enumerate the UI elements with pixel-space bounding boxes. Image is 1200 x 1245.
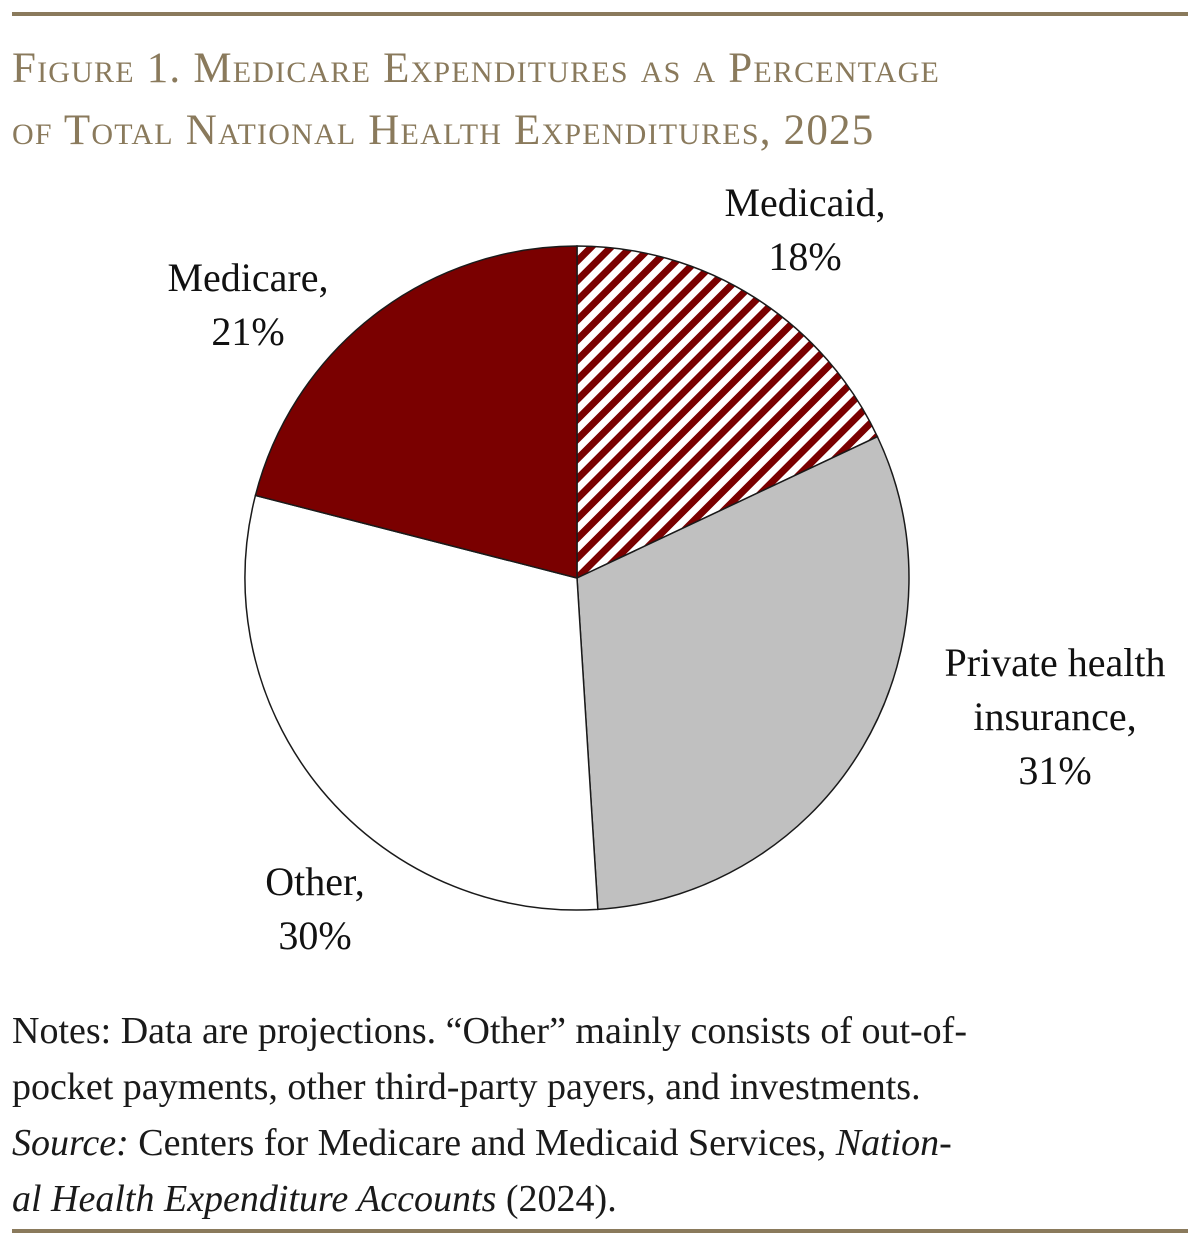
slice-label-line: Private health <box>944 640 1165 685</box>
pie-slice-other <box>244 494 599 911</box>
notes-line-1: Notes: Data are projections. “Other” mai… <box>12 1010 967 1052</box>
slice-label-line: 18% <box>768 234 841 279</box>
notes-line-2: pocket payments, other third-party payer… <box>12 1066 921 1108</box>
slice-label-line: 30% <box>278 913 351 958</box>
pie-labels: Medicaid, 18% Private health insurance, 31% O… <box>167 180 1165 958</box>
pie-chart: Medicaid, 18% Private health insurance, 31% O… <box>167 180 1165 958</box>
pie-slices <box>244 245 910 911</box>
source-line-1: Source: Centers for Medicare and Medicai… <box>12 1115 1188 1171</box>
chart-title-line-2: of Total National Health Expenditures, 2… <box>12 107 875 154</box>
slice-label-other: Other, 30% <box>265 859 364 958</box>
pie-slice-medicare <box>254 245 578 579</box>
slice-label-line: 31% <box>1018 748 1091 793</box>
source-label: Source: <box>12 1122 129 1164</box>
slice-label-line: Medicaid, <box>724 180 885 225</box>
slice-label-line: insurance, <box>973 694 1136 739</box>
chart-title-line-1: Figure 1. Medicare Expenditures as a Per… <box>12 45 941 92</box>
source-line-2: al Health Expenditure Accounts (2024). <box>12 1171 1188 1227</box>
slice-label-medicare: Medicare, 21% <box>167 255 328 354</box>
source-title-part-1: Nation- <box>835 1122 952 1164</box>
pie-slice-private <box>576 435 910 911</box>
source-text: Centers for Medicare and Medicaid Servic… <box>128 1122 836 1164</box>
source-title-part-2: al Health Expenditure Accounts <box>12 1178 497 1220</box>
bottom-rule <box>12 1229 1188 1233</box>
source-year: (2024). <box>496 1178 617 1220</box>
chart-title: Figure 1. Medicare Expenditures as a Per… <box>12 38 1188 162</box>
slice-label-line: 21% <box>211 309 284 354</box>
notes-block: Notes: Data are projections. “Other” mai… <box>12 1003 1188 1227</box>
slice-label-line: Medicare, <box>167 255 328 300</box>
pie-slice-medicaid <box>576 245 879 580</box>
slice-label-line: Other, <box>265 859 364 904</box>
top-rule <box>12 12 1188 16</box>
slice-label-private: Private health insurance, 31% <box>944 640 1165 793</box>
slice-label-medicaid: Medicaid, 18% <box>724 180 885 279</box>
